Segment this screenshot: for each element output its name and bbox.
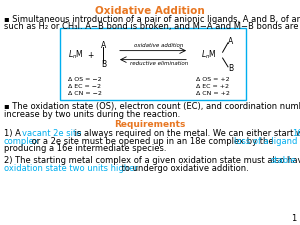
Text: stable: stable (270, 156, 296, 165)
Text: to undergo oxidative addition.: to undergo oxidative addition. (119, 164, 249, 173)
Text: such as H₂ or CH₃I. A−B bond is broken, and M−A and M−B bonds are formed.: such as H₂ or CH₃I. A−B bond is broken, … (4, 22, 300, 31)
Text: B: B (228, 64, 233, 73)
Text: Δ OS = −2: Δ OS = −2 (68, 77, 101, 82)
Text: $L_n$M: $L_n$M (68, 49, 83, 61)
Text: complex: complex (4, 137, 40, 146)
Bar (60, 28, 246, 100)
Text: Δ EC = −2: Δ EC = −2 (68, 84, 100, 89)
Text: 2) The starting metal complex of a given oxidation state must also have a: 2) The starting metal complex of a given… (4, 156, 300, 165)
Text: $L_n$M: $L_n$M (201, 49, 217, 61)
Text: Δ CN = +2: Δ CN = +2 (196, 91, 230, 96)
Text: reductive elimination: reductive elimination (130, 61, 188, 66)
Text: A: A (228, 37, 233, 46)
Text: ▪ Simultaneous introduction of a pair of anionic ligands, A and B, of an A−B mol: ▪ Simultaneous introduction of a pair of… (4, 15, 300, 24)
Text: ▪ The oxidation state (OS), electron count (EC), and coordination number (CN) al: ▪ The oxidation state (OS), electron cou… (4, 102, 300, 111)
Text: A: A (101, 40, 106, 50)
Text: or a 2e site must be opened up in an 18e complex by the: or a 2e site must be opened up in an 18e… (29, 137, 276, 146)
Text: oxidative addition: oxidative addition (134, 43, 184, 48)
Text: Δ EC = +2: Δ EC = +2 (196, 84, 230, 89)
Text: vacant 2e site: vacant 2e site (22, 129, 81, 138)
Text: 1) A: 1) A (4, 129, 23, 138)
Text: Requirements: Requirements (114, 120, 186, 129)
Text: oxidation state two units higher: oxidation state two units higher (4, 164, 138, 173)
Text: Oxidative Addition: Oxidative Addition (95, 6, 205, 16)
Text: increase by two units during the reaction.: increase by two units during the reactio… (4, 110, 180, 119)
Text: producing a 16e intermediate species.: producing a 16e intermediate species. (4, 144, 167, 153)
Text: 16e: 16e (292, 129, 300, 138)
Text: Δ OS = +2: Δ OS = +2 (196, 77, 230, 82)
Text: is always required on the metal. We can either start with a: is always required on the metal. We can … (72, 129, 300, 138)
Text: Δ CN = −2: Δ CN = −2 (68, 91, 101, 96)
Text: +: + (87, 51, 93, 60)
Text: loss of a ligand: loss of a ligand (234, 137, 298, 146)
Text: B: B (101, 60, 106, 69)
Text: 1: 1 (291, 214, 296, 223)
